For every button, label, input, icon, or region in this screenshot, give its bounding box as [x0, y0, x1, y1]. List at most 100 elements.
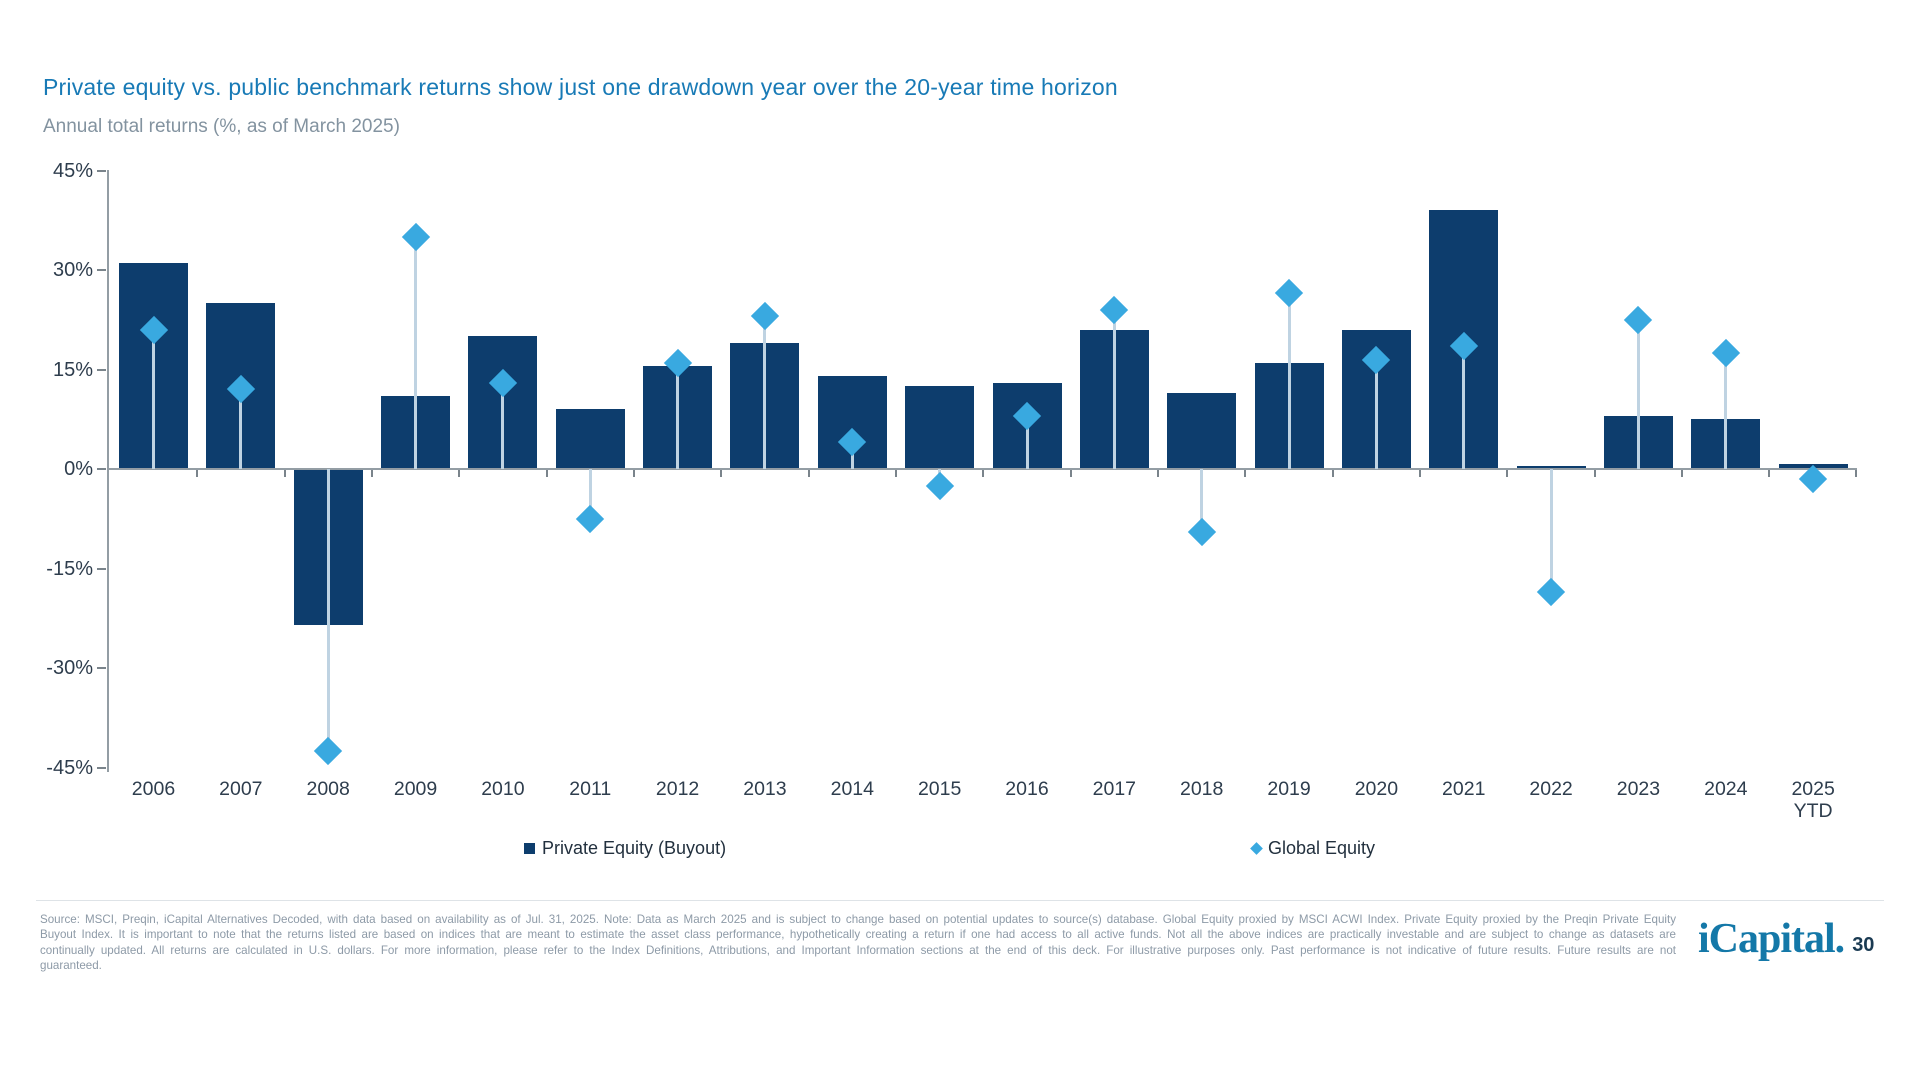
marker-stem-2013 — [763, 316, 767, 469]
marker-stem-2010 — [501, 382, 505, 469]
marker-stem-2006 — [152, 329, 155, 469]
y-tick-label--30: -30% — [46, 657, 93, 679]
legend-square-marker — [524, 843, 535, 854]
bar-2011 — [555, 409, 625, 469]
x-tick-mark-8 — [894, 469, 897, 477]
x-tick-mark-12 — [1244, 469, 1247, 477]
x-label-2006: 2006 — [131, 778, 176, 800]
y-tick-mark--15 — [97, 567, 106, 570]
diamond-2017 — [1100, 295, 1129, 324]
legend: Private Equity (Buyout) Global Equity — [0, 838, 1920, 864]
footnote: Source: MSCI, Preqin, iCapital Alternati… — [40, 912, 1676, 973]
x-tick-mark-15 — [1506, 469, 1509, 477]
bar-2022 — [1516, 465, 1586, 469]
x-tick-mark-2 — [370, 469, 373, 477]
x-label-2022: 2022 — [1529, 778, 1573, 800]
legend-diamond-marker — [1250, 842, 1263, 855]
diamond-2018 — [1187, 517, 1216, 547]
diamond-2013 — [750, 302, 780, 331]
y-tick-label-15: 15% — [52, 358, 93, 381]
x-label-2023: 2023 — [1616, 778, 1661, 800]
footer-divider — [36, 900, 1884, 901]
marker-stem-2024 — [1724, 352, 1728, 469]
marker-stem-2012 — [676, 362, 680, 469]
legend-label-private-equity: Private Equity (Buyout) — [542, 838, 727, 858]
x-tick-mark-1 — [283, 469, 286, 477]
icapital-logo: iCapital. 30 — [1698, 918, 1874, 960]
x-tick-mark-17 — [1681, 469, 1684, 477]
diamond-2024 — [1711, 338, 1740, 368]
page-number: 30 — [1852, 934, 1875, 956]
y-tick-mark-30 — [97, 269, 106, 271]
bar-2015 — [905, 386, 975, 469]
y-tick-mark--30 — [97, 667, 106, 669]
y-tick-label--45: -45% — [46, 756, 93, 779]
y-tick-mark-0 — [97, 468, 106, 470]
y-axis-line — [107, 170, 109, 772]
marker-stem-2023 — [1636, 319, 1640, 469]
x-tick-mark-18 — [1768, 469, 1771, 477]
x-label-2012: 2012 — [655, 778, 700, 800]
y-tick-label-45: 45% — [52, 159, 93, 182]
diamond-2015 — [925, 471, 954, 500]
x-tick-mark-5 — [632, 469, 635, 477]
marker-stem-2011 — [588, 469, 592, 519]
y-tick-label-30: 30% — [52, 259, 93, 281]
footnote-line: guaranteed. — [40, 958, 102, 972]
bar-2018 — [1167, 392, 1237, 469]
footnote-line: Source: MSCI, Preqin, iCapital Alternati… — [40, 913, 1676, 926]
marker-stem-2018 — [1200, 469, 1204, 533]
x-label-2024: 2024 — [1704, 778, 1748, 800]
marker-stem-2022 — [1549, 469, 1553, 592]
x-label-2016: 2016 — [1005, 778, 1049, 800]
returns-chart: 45% 30% 15% 0% -15% -30% -45% 2006 2007 2008 2009 2… — [46, 159, 1857, 822]
footnote-line: Buyout Index. It is important to note th… — [40, 928, 1676, 942]
diamond-2011 — [576, 504, 605, 533]
marker-stem-2008 — [326, 469, 330, 751]
x-tick-mark-0 — [196, 469, 199, 477]
x-label-2015: 2015 — [917, 778, 962, 800]
legend-label-global-equity: Global Equity — [1268, 838, 1376, 858]
marker-stem-2017 — [1112, 309, 1116, 469]
marker-stem-2007 — [239, 389, 243, 469]
marker-stem-2021 — [1462, 346, 1466, 469]
diamond-2023 — [1624, 305, 1653, 334]
y-tick-label-0: 0% — [64, 458, 93, 480]
x-tick-mark-10 — [1069, 469, 1072, 477]
x-tick-mark-9 — [982, 469, 985, 477]
footnote-line: continually updated. All returns are cal… — [40, 943, 1676, 957]
y-tick-label--15: -15% — [46, 557, 93, 580]
x-label-2014: 2014 — [830, 778, 874, 800]
x-label-2009: 2009 — [393, 778, 438, 800]
marker-stem-2016 — [1025, 415, 1029, 469]
y-tick-mark--45 — [97, 766, 106, 769]
diamond-2019 — [1274, 279, 1304, 308]
y-tick-mark-45 — [97, 169, 106, 172]
x-tick-mark-14 — [1419, 469, 1422, 477]
x-label-2020: 2020 — [1354, 778, 1399, 800]
diamond-2008 — [314, 736, 343, 766]
x-label-2007: 2007 — [219, 778, 263, 800]
x-axis-zero-line — [107, 468, 1857, 470]
x-tick-mark-6 — [720, 469, 723, 477]
x-tick-mark-13 — [1331, 469, 1334, 477]
diamond-2009 — [401, 222, 430, 251]
y-tick-mark-15 — [97, 368, 106, 371]
x-tick-mark-7 — [807, 469, 810, 477]
x-label-2018: 2018 — [1179, 778, 1224, 800]
x-label-2021: 2021 — [1442, 778, 1486, 800]
marker-stem-2009 — [414, 236, 418, 469]
icapital-logo-text: iCapital. — [1698, 916, 1845, 962]
x-tick-mark-11 — [1157, 469, 1160, 477]
x-tick-mark-16 — [1593, 469, 1596, 477]
x-tick-mark-4 — [545, 469, 548, 477]
x-label-2013: 2013 — [743, 778, 787, 800]
x-label-2025-YTD: 2025 YTD — [1791, 778, 1835, 822]
marker-stem-2020 — [1374, 359, 1378, 469]
marker-stem-2019 — [1287, 293, 1291, 469]
legend-item-global-equity: Global Equity — [1250, 838, 1376, 859]
x-tick-mark-3 — [458, 469, 461, 477]
legend-item-private-equity: Private Equity (Buyout) — [524, 838, 726, 859]
x-label-2019: 2019 — [1267, 778, 1311, 800]
